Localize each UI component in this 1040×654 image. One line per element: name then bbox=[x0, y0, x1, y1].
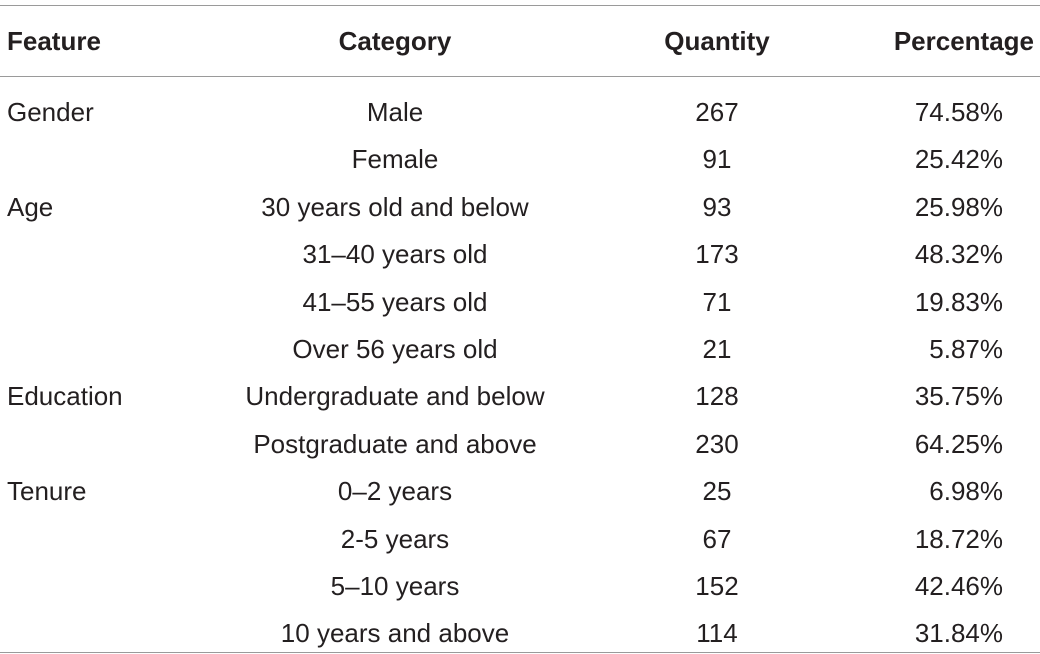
header-cell: Category bbox=[338, 26, 452, 56]
feature-cell: Age bbox=[7, 191, 54, 222]
percentage-cell: 48.32% bbox=[914, 239, 1003, 270]
category-cell: 10 years and above bbox=[280, 618, 510, 649]
top-rule bbox=[0, 5, 1040, 6]
quantity-cell: 128 bbox=[695, 381, 739, 412]
category-cell: Undergraduate and below bbox=[245, 381, 545, 412]
quantity-cell: 173 bbox=[695, 239, 739, 270]
percentage-cell: 25.42% bbox=[914, 144, 1003, 175]
quantity-cell: 114 bbox=[696, 618, 738, 649]
quantity-cell: 91 bbox=[702, 144, 732, 175]
category-cell: 2-5 years bbox=[340, 523, 450, 554]
percentage-cell: 31.84% bbox=[914, 618, 1003, 649]
category-cell: 30 years old and below bbox=[261, 191, 529, 222]
percentage-cell: 19.83% bbox=[914, 286, 1003, 317]
header-cell: Feature bbox=[7, 26, 101, 56]
percentage-cell: 35.75% bbox=[914, 381, 1003, 412]
percentage-cell: 18.72% bbox=[914, 523, 1003, 554]
header-rule bbox=[0, 76, 1040, 77]
quantity-cell: 267 bbox=[695, 97, 739, 127]
category-cell: 31–40 years old bbox=[302, 239, 488, 270]
feature-cell: Gender bbox=[7, 97, 94, 127]
quantity-cell: 93 bbox=[702, 191, 732, 222]
category-cell: Postgraduate and above bbox=[253, 428, 537, 459]
category-cell: Female bbox=[351, 144, 439, 175]
percentage-cell: 74.58% bbox=[914, 97, 1003, 127]
feature-cell: Education bbox=[7, 381, 123, 412]
category-cell: Male bbox=[366, 97, 424, 127]
quantity-cell: 25 bbox=[702, 476, 732, 507]
header-cell: Quantity bbox=[664, 26, 770, 56]
header-cell: Percentage bbox=[893, 26, 1034, 56]
bottom-rule bbox=[0, 652, 1040, 653]
quantity-cell: 230 bbox=[695, 428, 739, 459]
quantity-cell: 71 bbox=[702, 286, 732, 317]
quantity-cell: 21 bbox=[702, 334, 732, 364]
category-cell: 0–2 years bbox=[337, 476, 453, 507]
feature-cell: Tenure bbox=[7, 476, 87, 507]
percentage-cell: 6.98% bbox=[929, 476, 1003, 507]
category-cell: 41–55 years old bbox=[302, 286, 488, 317]
quantity-cell: 67 bbox=[702, 523, 732, 554]
quantity-cell: 152 bbox=[695, 571, 739, 601]
percentage-cell: 25.98% bbox=[914, 191, 1003, 222]
percentage-cell: 64.25% bbox=[914, 428, 1003, 459]
category-cell: Over 56 years old bbox=[292, 334, 498, 364]
percentage-cell: 5.87% bbox=[929, 334, 1003, 364]
percentage-cell: 42.46% bbox=[914, 571, 1003, 601]
category-cell: 5–10 years bbox=[330, 571, 460, 601]
